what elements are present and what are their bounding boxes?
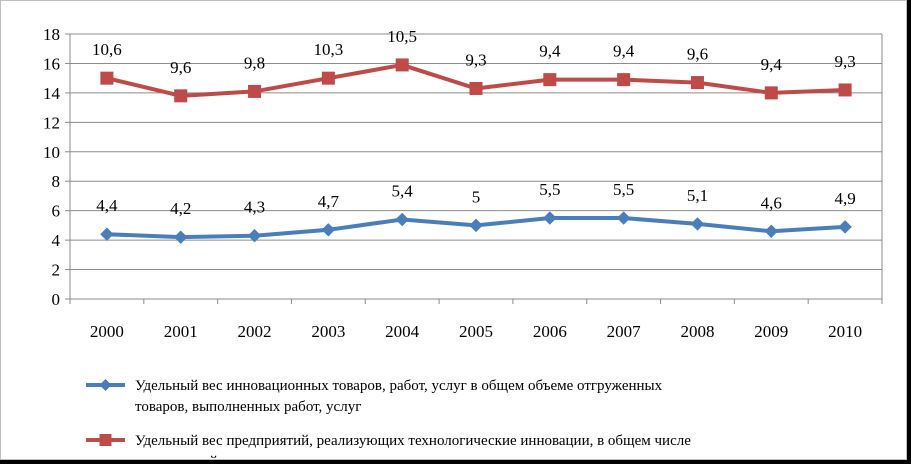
data-point-marker (617, 73, 631, 87)
x-tick-label: 2009 (754, 322, 788, 341)
data-point-marker (838, 83, 852, 97)
data-point-marker (764, 86, 778, 100)
x-tick-label: 2005 (459, 322, 493, 341)
data-label: 10,5 (387, 27, 417, 46)
data-point-marker (690, 76, 704, 90)
data-label: 9,6 (687, 45, 708, 64)
x-tick-label: 2007 (607, 322, 642, 341)
x-tick-label: 2000 (90, 322, 124, 341)
data-label: 9,3 (834, 52, 855, 71)
data-labels: 4,4 4,2 4,3 4,7 5,4 5 5,5 5,5 5,1 4,6 4,9 10,6 9,6 9,… (92, 27, 856, 218)
axes: 0 2 4 6 8 10 12 14 16 18 2000 2001 2002 2003 2004 2005 2… (43, 25, 883, 341)
y-tick-label: 2 (52, 261, 61, 280)
y-tick-label: 0 (52, 290, 61, 309)
x-tick-label: 2002 (238, 322, 272, 341)
data-point-marker (616, 211, 631, 225)
data-point-marker (469, 218, 483, 233)
series-lines (100, 58, 852, 244)
data-label: 9,4 (761, 55, 783, 74)
data-point-marker (321, 71, 335, 85)
x-tick-label: 2010 (828, 322, 862, 341)
y-tick-label: 4 (52, 231, 61, 250)
data-point-marker (764, 224, 778, 238)
data-label: 4,4 (96, 196, 118, 215)
data-point-marker (321, 223, 336, 237)
data-label: 9,4 (539, 42, 561, 61)
y-tick-label: 12 (43, 113, 60, 132)
data-label: 9,8 (244, 53, 265, 72)
data-label: 9,6 (170, 58, 191, 77)
data-point-marker (469, 81, 483, 95)
data-label: 5,4 (392, 182, 414, 201)
legend-label: Удельный вес предприятий, реализующих те… (135, 433, 691, 449)
data-point-marker (247, 228, 262, 243)
data-point-marker (395, 212, 409, 227)
x-tick-label: 2006 (533, 322, 567, 341)
data-label: 9,4 (613, 42, 635, 61)
data-point-marker (174, 230, 188, 244)
y-tick-label: 6 (52, 202, 61, 221)
x-tick-label: 2008 (680, 322, 714, 341)
legend-marker (99, 434, 112, 446)
data-label: 10,3 (313, 40, 343, 59)
data-label: 5,5 (613, 180, 634, 199)
data-point-marker (543, 211, 557, 225)
data-point-marker (543, 73, 557, 87)
data-label: 4,2 (170, 199, 191, 218)
data-label: 5,5 (539, 180, 560, 199)
data-label: 4,3 (244, 198, 265, 217)
data-label: 10,6 (92, 40, 122, 59)
legend-label: Удельный вес инновационных товаров, рабо… (135, 378, 663, 394)
data-label: 5,1 (687, 186, 708, 205)
y-tick-label: 14 (43, 84, 61, 103)
legend-label: товаров, выполненных работ, услуг (135, 399, 361, 415)
data-point-marker (395, 58, 409, 72)
legend: Удельный вес инновационных товаров, рабо… (86, 378, 691, 459)
data-point-marker (248, 84, 262, 98)
data-point-marker (838, 220, 852, 234)
y-tick-label: 10 (43, 143, 60, 162)
data-label: 4,6 (761, 193, 782, 212)
x-tick-label: 2003 (311, 322, 345, 341)
y-tick-label: 8 (52, 172, 61, 191)
data-point-marker (690, 217, 705, 231)
data-label: 5 (472, 187, 481, 206)
x-tick-label: 2004 (385, 322, 420, 341)
x-tick-label: 2001 (164, 322, 198, 341)
data-label: 9,3 (465, 50, 486, 69)
legend-marker (99, 379, 112, 391)
data-label: 4,7 (318, 192, 340, 211)
data-label: 4,9 (834, 189, 855, 208)
data-point-marker (100, 227, 114, 241)
y-tick-label: 16 (43, 54, 60, 73)
legend-label: предприятий (135, 454, 218, 459)
y-tick-label: 18 (43, 25, 60, 44)
data-point-marker (174, 89, 188, 103)
data-point-marker (100, 71, 114, 85)
